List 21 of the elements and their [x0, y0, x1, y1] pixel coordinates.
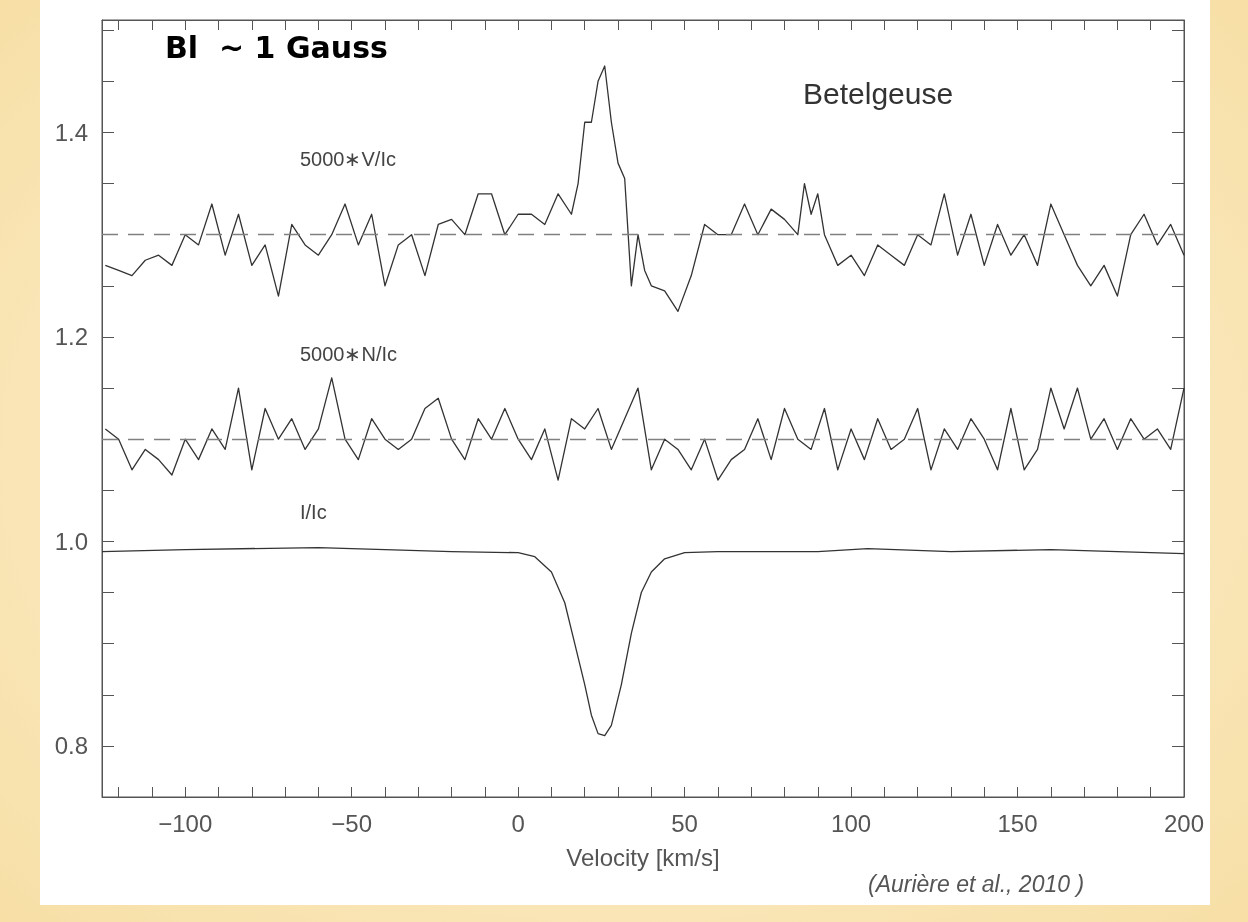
- x-tick-label: 50: [671, 809, 698, 837]
- series-label: I/Ic: [300, 500, 327, 523]
- x-tick-label: 0: [511, 809, 525, 837]
- x-tick-label: −100: [158, 809, 213, 837]
- y-tick-label: 1.0: [54, 527, 88, 555]
- line-series: [101, 546, 1185, 737]
- x-tick-label: 100: [831, 809, 872, 837]
- line-series: [104, 65, 1185, 313]
- x-tick-label: 200: [1163, 809, 1205, 837]
- annotation: Bl ~ 1 Gauss: [165, 29, 388, 65]
- series-label: 5000∗N/Ic: [300, 342, 398, 365]
- x-tick-label: −50: [331, 809, 373, 837]
- x-axis-title: Velocity [km/s]: [566, 843, 720, 871]
- x-tick-label: 150: [997, 809, 1038, 837]
- y-tick-label: 1.4: [54, 118, 88, 146]
- text: (Aurière et al., 2010 ): [868, 870, 1085, 897]
- text: 5000∗V/Ic: [300, 148, 396, 171]
- line-series: [104, 377, 1185, 481]
- annotation: Betelgeuse: [803, 76, 954, 110]
- y-tick-label: 1.2: [54, 323, 88, 351]
- y-tick-label: 0.8: [54, 732, 88, 760]
